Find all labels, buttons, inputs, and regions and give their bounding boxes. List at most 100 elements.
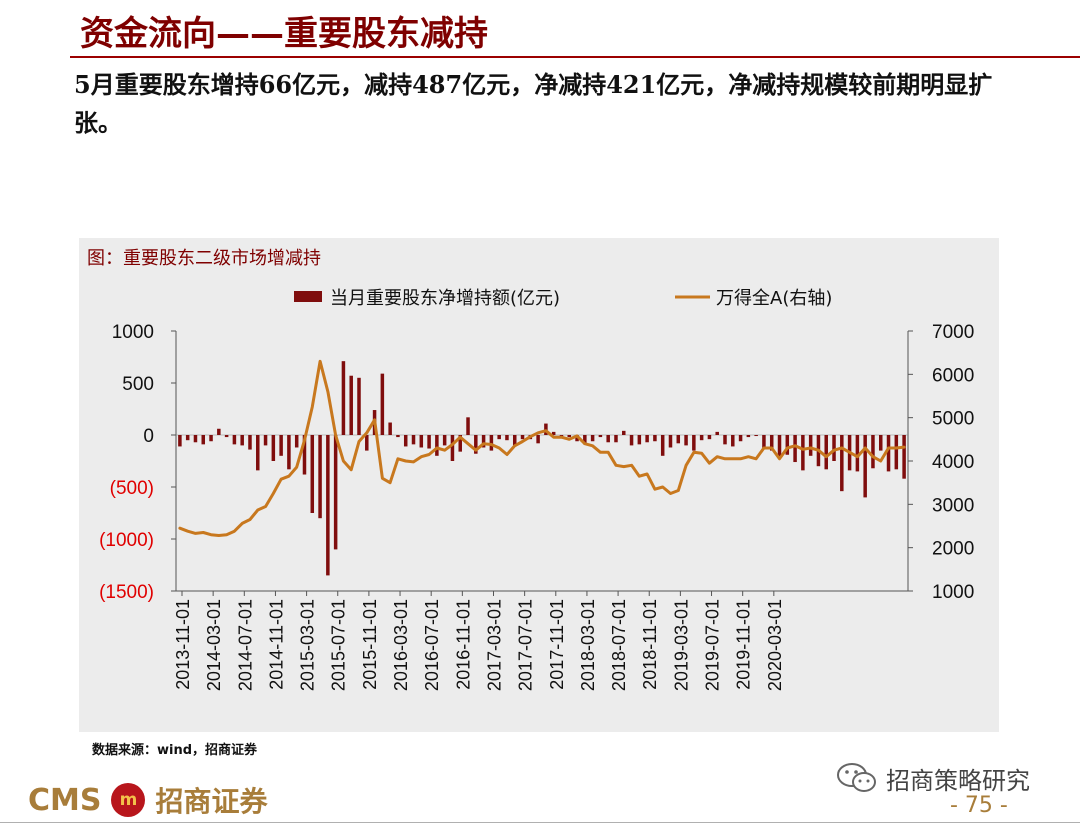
x-axis-tick-label: 2019-03-01: [671, 599, 691, 691]
net-increase-bar: [497, 435, 501, 440]
net-increase-bar: [902, 435, 906, 479]
net-increase-bar: [178, 435, 182, 447]
legend-bar-label: 当月重要股东净增持额(亿元): [330, 288, 560, 309]
legend-line-label: 万得全A(右轴): [716, 288, 832, 309]
x-axis-tick-label: 2019-11-01: [734, 599, 754, 690]
net-increase-bar: [201, 435, 206, 445]
net-increase-bar: [458, 435, 462, 452]
net-increase-bar: [357, 377, 361, 435]
net-increase-bar: [754, 435, 758, 437]
net-increase-bar: [606, 435, 610, 443]
net-increase-bar: [793, 435, 797, 463]
net-increase-bar: [365, 435, 369, 451]
right-axis-tick-label: 6000: [932, 365, 974, 386]
net-increase-bar: [349, 375, 353, 435]
net-increase-bar: [567, 435, 572, 438]
net-increase-bar: [466, 417, 470, 435]
x-axis-tick-label: 2013-11-01: [173, 599, 193, 690]
net-increase-bar: [855, 435, 860, 472]
net-increase-bar: [287, 435, 291, 470]
logo-mark-icon: m: [111, 783, 146, 817]
x-axis-tick-label: 2014-07-01: [235, 599, 255, 691]
x-axis-tick-label: 2017-07-01: [516, 599, 536, 691]
summary-text: 5月重要股东增持66亿元，减持487亿元，净减持421亿元，净减持规模较前期明显…: [74, 70, 993, 137]
net-increase-bar: [512, 435, 517, 446]
wechat-account: 招商策略研究: [836, 758, 1030, 798]
net-increase-bar: [232, 435, 237, 445]
x-axis-tick-label: 2020-03-01: [765, 599, 785, 691]
net-increase-bar: [310, 435, 315, 513]
net-increase-bar: [583, 435, 587, 445]
slide-title: 资金流向——重要股东减持: [80, 14, 488, 54]
left-axis-tick-label: 500: [122, 374, 154, 395]
net-increase-bar: [723, 435, 727, 445]
chart-title: 图：重要股东二级市场增减持: [87, 248, 321, 269]
net-increase-bar: [824, 435, 828, 470]
x-axis-tick-label: 2015-03-01: [298, 599, 318, 691]
net-increase-bar: [840, 435, 844, 492]
x-axis-tick-label: 2017-11-01: [547, 599, 567, 690]
net-increase-bar: [785, 435, 790, 455]
net-increase-bar: [248, 435, 252, 450]
x-axis-tick-label: 2014-03-01: [204, 599, 224, 691]
net-increase-bar: [863, 435, 867, 498]
right-axis-tick-label: 1000: [932, 582, 974, 603]
net-increase-bar: [629, 435, 634, 446]
net-increase-bar: [318, 435, 322, 519]
page-number: - 75 -: [950, 793, 1008, 818]
wind-all-a-index-line: [178, 359, 906, 537]
x-axis-tick-label: 2014-11-01: [266, 599, 286, 690]
net-increase-bar: [481, 435, 486, 448]
net-increase-bar: [668, 435, 673, 448]
net-increase-bar: [684, 435, 688, 446]
net-increase-bar: [590, 435, 595, 442]
net-increase-bar: [224, 435, 229, 438]
net-increase-bar: [240, 435, 244, 446]
net-increase-bar: [427, 435, 431, 449]
logo-latin: CMS: [28, 782, 102, 818]
net-increase-bar: [263, 435, 268, 446]
net-increase-bar: [435, 435, 439, 456]
net-increase-bar: [193, 435, 198, 443]
net-increase-bar: [388, 422, 392, 435]
right-axis-tick-label: 3000: [932, 495, 974, 516]
net-increase-bar: [209, 435, 213, 442]
right-axis-tick-label: 7000: [932, 322, 974, 343]
left-axis-tick-label: 0: [143, 426, 154, 447]
net-increase-bar: [403, 435, 408, 447]
net-increase-bar: [832, 435, 836, 461]
net-increase-bar: [645, 435, 649, 443]
x-axis-tick-label: 2015-07-01: [329, 599, 349, 691]
net-increase-bar: [762, 435, 766, 449]
net-increase-bar: [302, 435, 307, 475]
net-increase-bar: [419, 435, 424, 448]
x-axis-tick-label: 2016-03-01: [391, 599, 411, 691]
net-increase-bar: [660, 435, 665, 456]
net-increase-bar: [894, 435, 899, 470]
net-increase-bar: [185, 435, 190, 441]
net-increase-bar: [692, 435, 696, 451]
net-increase-bar: [614, 435, 618, 443]
net-increase-bar: [769, 435, 774, 451]
net-increase-bar: [380, 373, 385, 435]
x-axis-tick-label: 2018-07-01: [609, 599, 629, 691]
net-increase-bar: [442, 435, 447, 446]
net-increase-bar: [271, 435, 276, 461]
net-increase-bar: [489, 435, 494, 451]
net-increase-bar: [333, 435, 338, 550]
net-increase-bar: [217, 428, 221, 435]
net-increase-bar: [256, 435, 260, 471]
footer-divider: [0, 822, 1080, 823]
net-increase-bar: [411, 435, 416, 445]
net-increase-bar: [715, 431, 719, 435]
net-increase-bar: [326, 435, 330, 576]
data-source: 数据来源：wind，招商证券: [92, 743, 258, 758]
net-increase-bar: [598, 435, 603, 438]
logo-chinese: 招商证券: [155, 785, 268, 818]
wechat-icon: [837, 763, 876, 792]
net-increase-bar: [279, 435, 283, 456]
net-increase-bar: [520, 435, 525, 440]
net-increase-bar: [474, 435, 478, 454]
x-axis-tick-label: 2017-03-01: [484, 599, 504, 691]
net-increase-bar: [622, 430, 626, 435]
